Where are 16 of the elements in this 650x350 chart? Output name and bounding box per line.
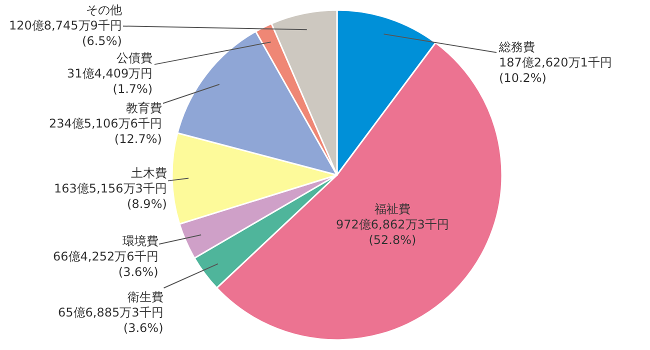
slice-label: 環境費 [122, 234, 158, 248]
slice-label: 教育費 [126, 101, 162, 115]
slice-label: 総務費 [498, 40, 535, 54]
data-label: 163億5,156万3千円 (8.9%) [54, 182, 167, 212]
data-label: 187億2,620万1千円 (10.2%) [499, 56, 612, 86]
slice-label: 福祉費 [374, 202, 410, 216]
data-label: 66億4,252万6千円 (3.6%) [53, 250, 158, 280]
slice-label: 公債費 [116, 51, 153, 65]
data-label: 234億5,106万6千円 (12.7%) [49, 116, 162, 146]
data-label: 972億6,862万3千円 (52.8%) [336, 218, 449, 248]
slice-label: 土木費 [130, 166, 167, 180]
slice-label: 衛生費 [127, 290, 164, 304]
data-label: 120億8,745万9千円 (6.5%) [9, 18, 122, 48]
data-label: 65億6,885万3千円 (3.6%) [58, 306, 164, 336]
data-label: 31億4,409万円 (1.7%) [67, 66, 153, 96]
slice-label: その他 [86, 3, 122, 17]
